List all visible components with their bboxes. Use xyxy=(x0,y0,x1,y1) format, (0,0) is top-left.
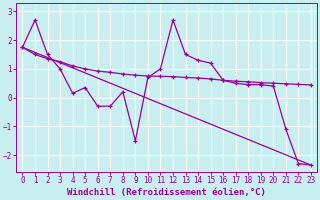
X-axis label: Windchill (Refroidissement éolien,°C): Windchill (Refroidissement éolien,°C) xyxy=(67,188,266,197)
